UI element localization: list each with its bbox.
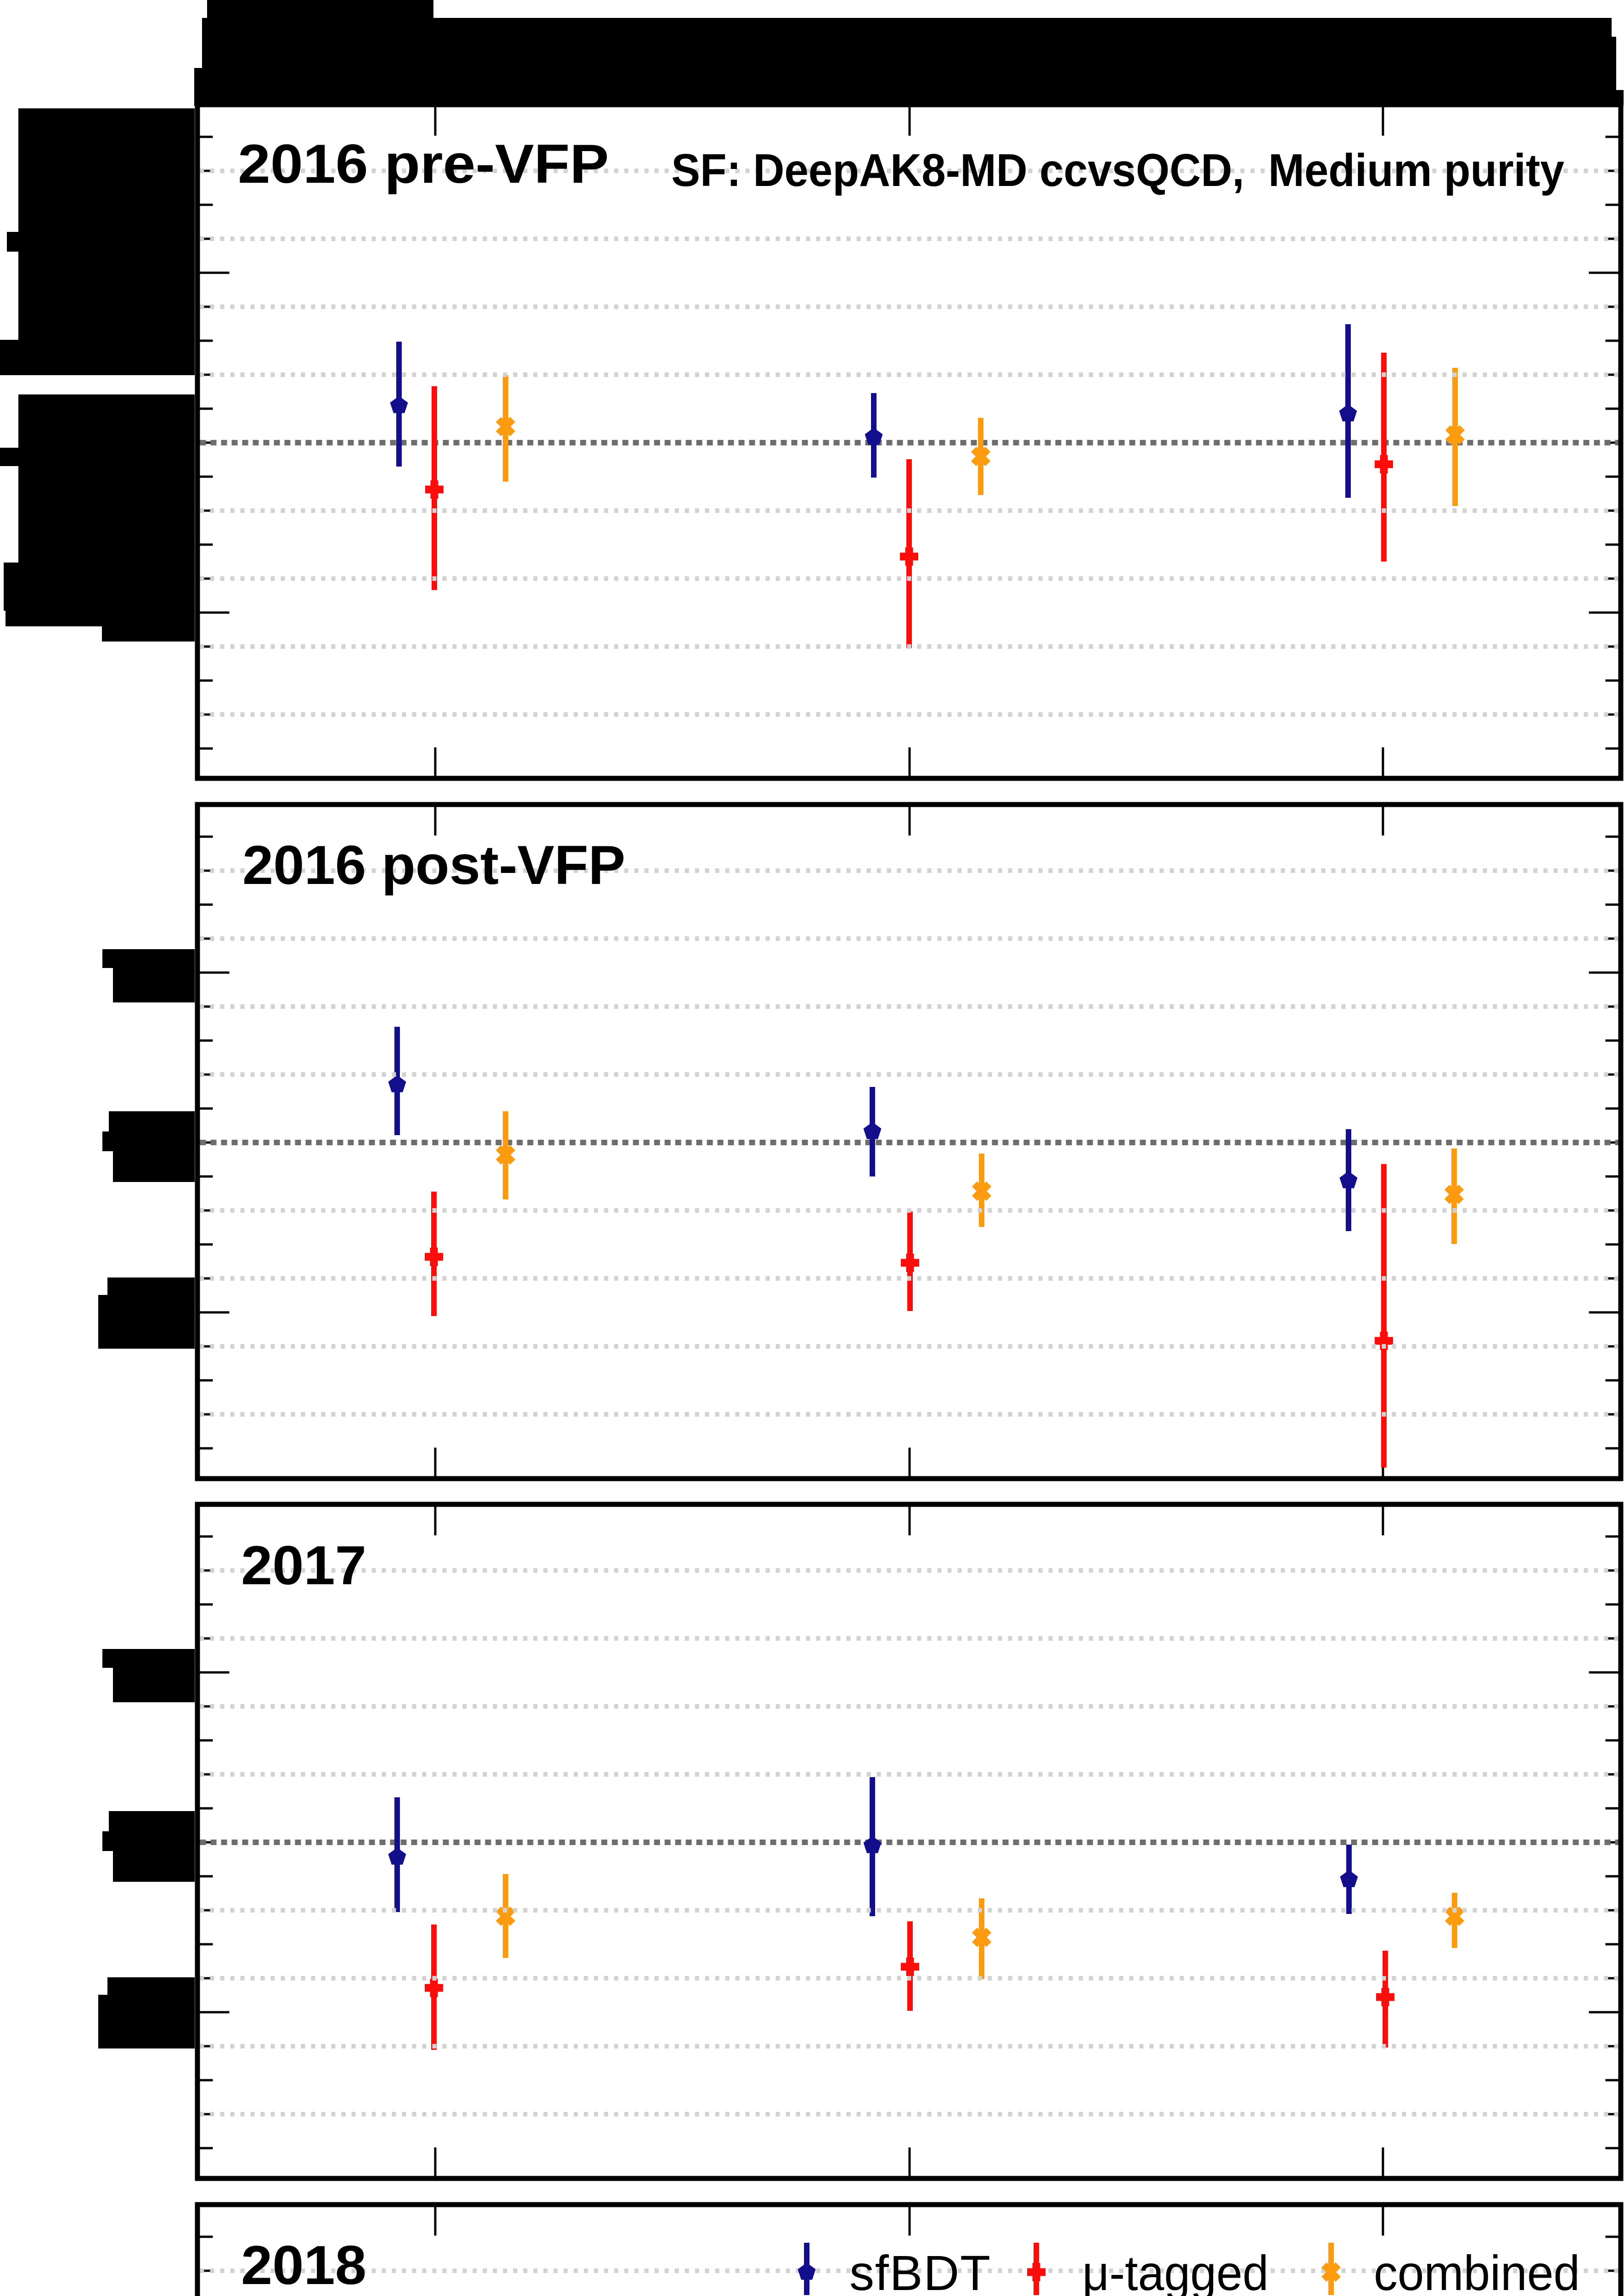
svg-text:SF: DeepAK8-MD ccvsQCD, Mediu: SF: DeepAK8-MD ccvsQCD, Medium purity bbox=[671, 145, 1564, 196]
svg-text:2018: 2018 bbox=[241, 2234, 366, 2296]
svg-text:μ-tagged: μ-tagged bbox=[1082, 2245, 1269, 2296]
svg-text:2016 post-VFP: 2016 post-VFP bbox=[242, 834, 625, 896]
svg-text:2017: 2017 bbox=[241, 1535, 366, 1596]
svg-text:combined: combined bbox=[1374, 2245, 1580, 2296]
svg-text:2016 pre-VFP: 2016 pre-VFP bbox=[238, 133, 609, 195]
svg-text:sfBDT: sfBDT bbox=[849, 2245, 990, 2296]
